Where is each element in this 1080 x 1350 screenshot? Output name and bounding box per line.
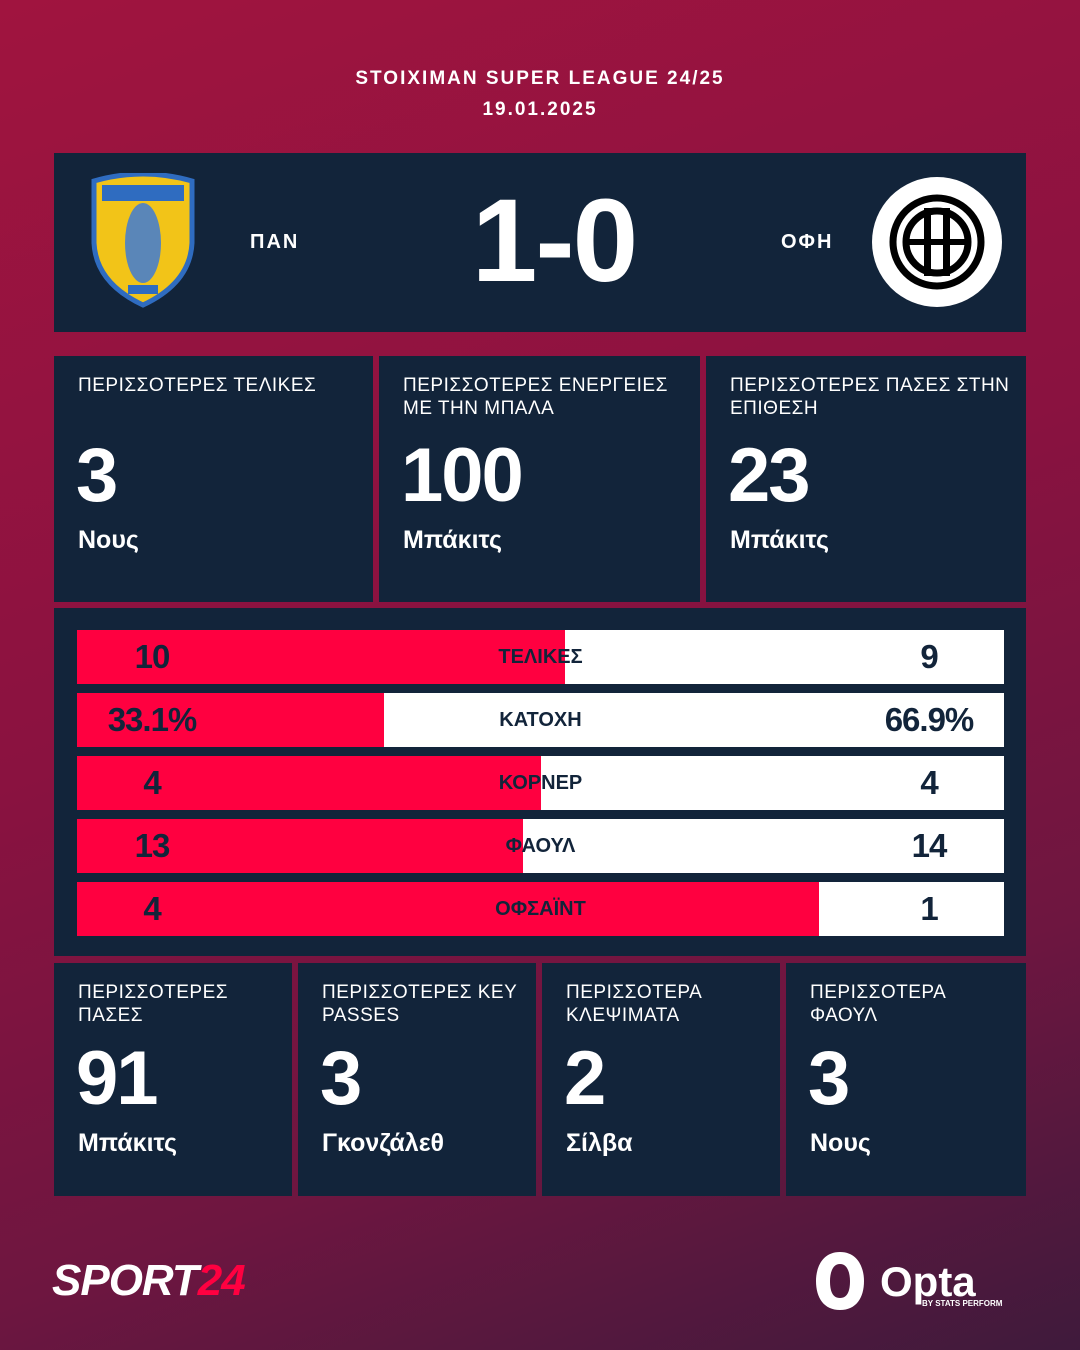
card-label: ΠΕΡΙΣΣΟΤΕΡΕΣ ΕΝΕΡΓΕΙΕΣ ΜΕ ΤΗΝ ΜΠΑΛΑ <box>403 375 668 419</box>
away-value: 66.9% <box>884 701 975 738</box>
home-crest <box>91 173 195 308</box>
card-value: 91 <box>76 1036 159 1121</box>
stat-label: ΚΑΤΟΧΗ <box>499 709 582 731</box>
home-team: ΠΑΝ <box>250 231 300 253</box>
stat-card: ΠΕΡΙΣΣΟΤΕΡΕΣ KEY PASSES 3 Γκονζάλεθ <box>298 963 536 1196</box>
stat-bar: 10 ΤΕΛΙΚΕΣ 9 <box>77 630 1004 684</box>
stat-bar: 33.1% ΚΑΤΟΧΗ 66.9% <box>77 693 1004 747</box>
card-label: ΠΕΡΙΣΣΟΤΕΡΕΣ ΠΑΣΕΣ <box>78 982 228 1026</box>
card-player: Νους <box>78 526 139 554</box>
stat-card: ΠΕΡΙΣΣΟΤΕΡΕΣ ΕΝΕΡΓΕΙΕΣ ΜΕ ΤΗΝ ΜΠΑΛΑ 100 Μπ… <box>379 356 700 602</box>
stat-card: ΠΕΡΙΣΣΟΤΕΡΕΣ ΠΑΣΕΣ ΣΤΗΝ ΕΠΙΘΕΣΗ 23 Μπάκιτς <box>706 356 1026 602</box>
brand-accent: 24 <box>197 1256 246 1305</box>
sport24-logo: SPORT24 <box>52 1256 246 1306</box>
card-player: Μπάκιτς <box>730 526 829 554</box>
stat-bar: 13 ΦΑΟΥΛ 14 <box>77 819 1004 873</box>
stat-bar: 4 ΟΦΣΑΪΝΤ 1 <box>77 882 1004 936</box>
away-team: ΟΦΗ <box>781 231 834 253</box>
home-value: 33.1% <box>107 701 198 738</box>
league: STOIXIMAN SUPER LEAGUE 24/25 <box>355 68 725 89</box>
score: 1-0 <box>471 175 639 307</box>
home-share <box>77 819 524 873</box>
home-share <box>77 693 384 747</box>
card-value: 3 <box>320 1036 362 1121</box>
stat-card: ΠΕΡΙΣΣΟΤΕΡΕΣ ΤΕΛΙΚΕΣ 3 Νους <box>54 356 373 602</box>
stat-label: ΚΟΡΝΕΡ <box>498 772 583 794</box>
card-value: 100 <box>401 433 524 518</box>
home-value: 10 <box>134 638 171 675</box>
card-player: Μπάκιτς <box>403 526 502 554</box>
stat-card: ΠΕΡΙΣΣΟΤΕΡΑ ΦΑΟΥΛ 3 Νους <box>786 963 1026 1196</box>
date: 19.01.2025 <box>482 99 598 120</box>
score-panel: ΠΑΝ 1-0 ΟΦΗ <box>54 153 1026 332</box>
home-share <box>77 630 565 684</box>
card-value: 3 <box>808 1036 850 1121</box>
brand-main: SPORT <box>52 1256 199 1305</box>
away-value: 9 <box>920 638 938 675</box>
away-crest <box>872 177 1002 307</box>
card-label: ΠΕΡΙΣΣΟΤΕΡΕΣ KEY PASSES <box>322 982 517 1026</box>
card-player: Μπάκιτς <box>78 1129 177 1157</box>
home-value: 4 <box>143 890 161 927</box>
home-share <box>77 756 541 810</box>
card-player: Νους <box>810 1129 871 1157</box>
card-label: ΠΕΡΙΣΣΟΤΕΡΑ ΚΛΕΨΙΜΑΤΑ <box>566 982 702 1026</box>
card-player: Γκονζάλεθ <box>322 1129 445 1157</box>
card-value: 2 <box>564 1036 606 1121</box>
stat-label: ΟΦΣΑΪΝΤ <box>495 898 586 920</box>
stat-card: ΠΕΡΙΣΣΟΤΕΡΑ ΚΛΕΨΙΜΑΤΑ 2 Σίλβα <box>542 963 780 1196</box>
stat-label: ΤΕΛΙΚΕΣ <box>498 646 583 668</box>
card-label: ΠΕΡΙΣΣΟΤΕΡΕΣ ΤΕΛΙΚΕΣ <box>78 375 317 396</box>
stat-label: ΦΑΟΥΛ <box>505 835 576 857</box>
opta-logo: Opta <box>880 1258 976 1305</box>
card-value: 23 <box>728 433 811 518</box>
card-player: Σίλβα <box>566 1129 633 1157</box>
card-value: 3 <box>76 433 118 518</box>
away-value: 1 <box>920 890 938 927</box>
away-value: 4 <box>920 764 938 801</box>
card-label: ΠΕΡΙΣΣΟΤΕΡΑ ΦΑΟΥΛ <box>810 982 946 1026</box>
stat-bar: 4 ΚΟΡΝΕΡ 4 <box>77 756 1004 810</box>
away-value: 14 <box>911 827 948 864</box>
home-share <box>77 882 819 936</box>
opta-sub: BY STATS PERFORM <box>922 1299 1003 1308</box>
card-label: ΠΕΡΙΣΣΟΤΕΡΕΣ ΠΑΣΕΣ ΣΤΗΝ ΕΠΙΘΕΣΗ <box>730 375 1010 419</box>
opta-icon <box>816 1252 864 1310</box>
stat-card: ΠΕΡΙΣΣΟΤΕΡΕΣ ΠΑΣΕΣ 91 Μπάκιτς <box>54 963 292 1196</box>
home-value: 13 <box>134 827 171 864</box>
home-value: 4 <box>143 764 161 801</box>
